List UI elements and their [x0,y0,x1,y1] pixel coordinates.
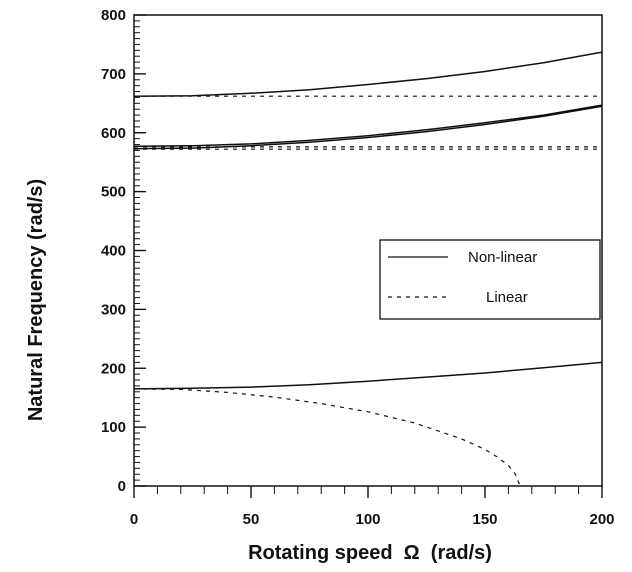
linear-curve-7 [133,388,521,487]
non-linear-curve-0 [133,51,603,97]
y-axis-title: Natural Frequency (rad/s) [25,179,47,421]
y-tick-label: 300 [101,301,126,318]
y-tick-label: 200 [101,360,126,377]
y-tick-label: 0 [118,478,126,495]
y-tick-label: 800 [101,7,126,24]
y-tick-label: 400 [101,243,126,260]
x-tick-label: 150 [472,511,497,528]
y-tick-label: 700 [101,66,126,83]
tick-labels: 0 100 200 300 400 500 600 700 800 0 50 100 150 200 [101,7,615,528]
non-linear-curve-6 [133,361,603,390]
x-tick-label: 200 [589,511,614,528]
x-tick-label: 100 [355,511,380,528]
axes [133,14,603,498]
y-tick-label: 100 [101,419,126,436]
plot-lines [133,51,603,487]
legend-label-non-linear: Non-linear [468,249,537,266]
y-tick-label: 600 [101,125,126,142]
y-tick-label: 500 [101,184,126,201]
non-linear-curve-3 [133,105,603,150]
legend-box [379,239,601,320]
legend-label-linear: Linear [486,289,528,306]
non-linear-curve-2 [133,104,603,148]
legend: Non-linear Linear [379,239,601,320]
x-tick-label: 0 [130,511,138,528]
x-axis-title: Rotating speed Ω (rad/s) [248,542,492,564]
x-tick-label: 50 [243,511,260,528]
